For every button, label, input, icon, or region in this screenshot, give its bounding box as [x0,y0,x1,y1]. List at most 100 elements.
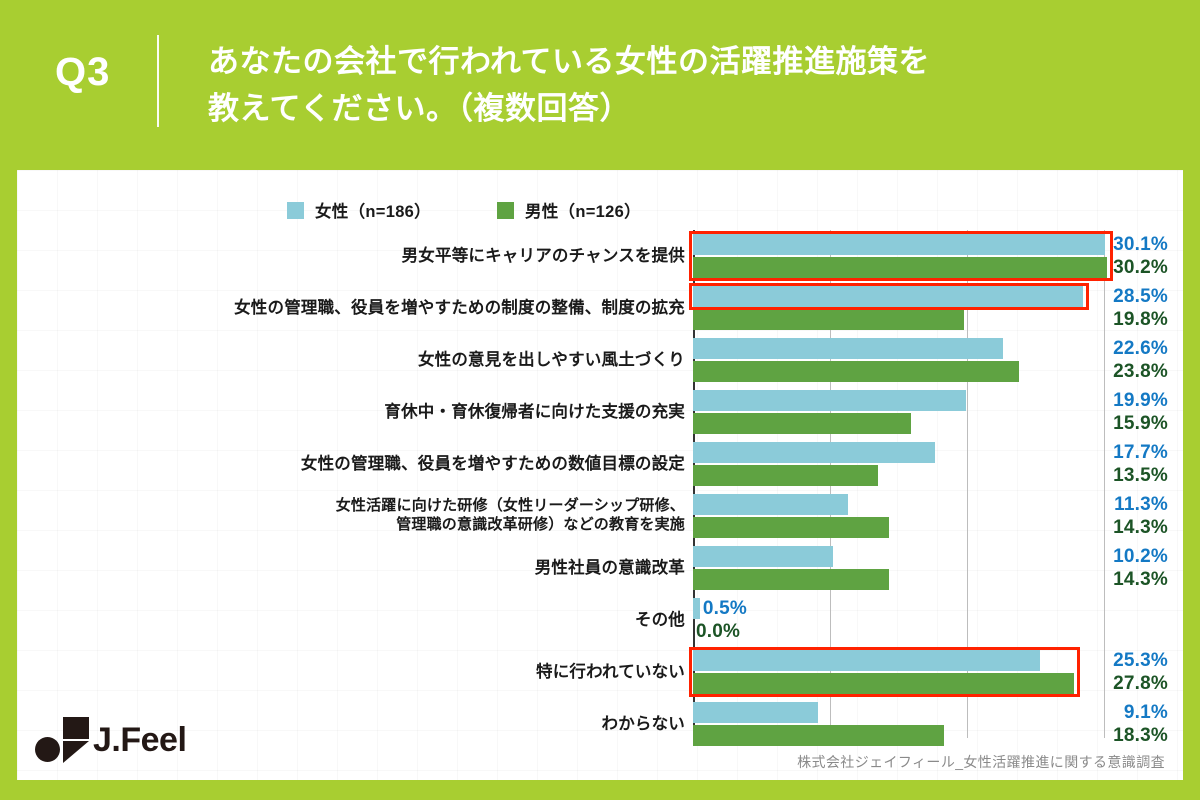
bar-female[interactable] [693,338,1003,359]
legend-item-female[interactable]: 女性（n=186） [287,198,431,222]
bar-value-male: 23.8% [1113,360,1168,382]
bar-value-male: 13.5% [1113,464,1168,486]
category-label: 女性の管理職、役員を増やすための数値目標の設定 [300,454,685,473]
chart-row: その他 0.5% 0.0% [17,594,1183,646]
bar-male[interactable] [693,257,1107,278]
bar-value-male: 0.0% [696,620,741,642]
bar-wrap-male: 30.2% [693,257,1173,278]
bar-female[interactable] [693,494,848,515]
bar-group: 0.5% 0.0% [693,598,1173,642]
bar-value-female: 10.2% [1113,545,1168,567]
category-label: わからない [601,714,685,733]
category-label: 特に行われていない [536,662,685,681]
category-label: 男性社員の意識改革 [534,558,685,577]
bar-female[interactable] [693,234,1106,255]
bar-wrap-male: 14.3% [693,517,1173,538]
legend-item-male[interactable]: 男性（n=126） [496,198,641,222]
bar-group: 9.1% 18.3% [693,702,1173,746]
brand-logo: J.Feel [35,715,187,765]
page-title-line-1: あなたの会社で行われている女性の活躍推進施策を [208,44,931,79]
legend-swatch-male [496,201,514,219]
header-band: Q3 あなたの会社で行われている女性の活躍推進施策を 教えてください。（複数回答… [0,0,1200,160]
bar-value-female: 30.1% [1113,233,1168,255]
bar-value-male: 15.9% [1113,412,1168,434]
bar-value-female: 0.5% [702,597,747,619]
chart-card: 女性（n=186） 男性（n=126） 男女平等にキャリアのチャンスを提供 30.1… [17,170,1183,780]
bar-group: 11.3% 14.3% [693,494,1173,538]
chart-row: 女性の管理職、役員を増やすための制度の整備、制度の拡充 28.5% 19.8% [17,282,1183,334]
bar-female[interactable] [693,702,818,723]
gridline-20 [967,230,968,738]
category-label: 女性の管理職、役員を増やすための制度の整備、制度の拡充 [234,298,685,317]
bar-male[interactable] [693,465,878,486]
bar-group: 22.6% 23.8% [693,338,1173,382]
bar-wrap-male: 14.3% [693,569,1173,590]
circle-icon [35,737,60,762]
bar-wrap-female: 17.7% [693,442,1173,463]
gridline-30 [1104,230,1105,738]
bar-female[interactable] [693,390,966,411]
bar-wrap-male: 0.0% [693,621,1173,642]
bar-male[interactable] [693,725,944,746]
bar-wrap-female: 28.5% [693,286,1173,307]
triangle-icon [63,741,89,763]
bar-wrap-female: 25.3% [693,650,1173,671]
bar-female[interactable] [693,650,1040,671]
chart-row: 男性社員の意識改革 10.2% 14.3% [17,542,1183,594]
bar-female[interactable] [693,598,700,619]
bar-wrap-female: 9.1% [693,702,1173,723]
bar-group: 25.3% 27.8% [693,650,1173,694]
category-label: 女性活躍に向けた研修（女性リーダーシップ研修、 管理職の意識改革研修）などの教育を… [335,497,685,533]
legend-swatch-female [287,201,304,219]
question-number: Q3 [55,50,111,94]
bar-male[interactable] [693,361,1020,382]
chart-rows: 男女平等にキャリアのチャンスを提供 30.1% 30.2% 女性の管理職、役員を増やす… [17,230,1183,750]
chart-plot-area: 男女平等にキャリアのチャンスを提供 30.1% 30.2% 女性の管理職、役員を増やす… [17,230,1183,750]
chart-row: 女性活躍に向けた研修（女性リーダーシップ研修、 管理職の意識改革研修）などの教育を… [17,490,1183,542]
legend-label-female: 女性（n=186） [315,203,431,221]
bar-male[interactable] [693,517,889,538]
bar-wrap-male: 18.3% [693,725,1173,746]
bar-wrap-female: 0.5% [693,598,1173,619]
bar-value-female: 19.9% [1113,389,1168,411]
bar-female[interactable] [693,442,936,463]
bar-value-female: 17.7% [1113,441,1168,463]
chart-row: わからない 9.1% 18.3% [17,698,1183,750]
page-title: あなたの会社で行われている女性の活躍推進施策を 教えてください。（複数回答） [208,38,1158,132]
bar-value-male: 14.3% [1113,516,1168,538]
legend-label-male: 男性（n=126） [524,203,641,221]
bar-group: 10.2% 14.3% [693,546,1173,590]
bar-wrap-male: 19.8% [693,309,1173,330]
bar-group: 17.7% 13.5% [693,442,1173,486]
bar-male[interactable] [693,569,889,590]
category-label: 男女平等にキャリアのチャンスを提供 [401,246,685,265]
bar-value-female: 9.1% [1123,701,1168,723]
bar-group: 28.5% 19.8% [693,286,1173,330]
bar-female[interactable] [693,286,1084,307]
brand-name: J.Feel [93,720,187,759]
bar-value-female: 22.6% [1113,337,1168,359]
chart-row: 男女平等にキャリアのチャンスを提供 30.1% 30.2% [17,230,1183,282]
bar-wrap-male: 23.8% [693,361,1173,382]
bar-group: 30.1% 30.2% [693,234,1173,278]
jfeel-logo-mark [35,717,91,763]
bar-male[interactable] [693,413,911,434]
bar-wrap-male: 13.5% [693,465,1173,486]
chart-legend: 女性（n=186） 男性（n=126） [287,198,641,222]
bar-value-male: 19.8% [1113,308,1168,330]
bar-wrap-female: 30.1% [693,234,1173,255]
chart-row: 育休中・育休復帰者に向けた支援の充実 19.9% 15.9% [17,386,1183,438]
bar-group: 19.9% 15.9% [693,390,1173,434]
bar-male[interactable] [693,673,1074,694]
bar-wrap-female: 10.2% [693,546,1173,567]
chart-row: 女性の意見を出しやすい風土づくり 22.6% 23.8% [17,334,1183,386]
bar-male[interactable] [693,309,965,330]
bar-female[interactable] [693,546,833,567]
bar-wrap-female: 19.9% [693,390,1173,411]
bar-wrap-male: 27.8% [693,673,1173,694]
category-label: 育休中・育休復帰者に向けた支援の充実 [384,402,685,421]
bar-value-female: 25.3% [1113,649,1168,671]
bar-value-male: 30.2% [1113,256,1168,278]
square-icon [63,717,89,739]
